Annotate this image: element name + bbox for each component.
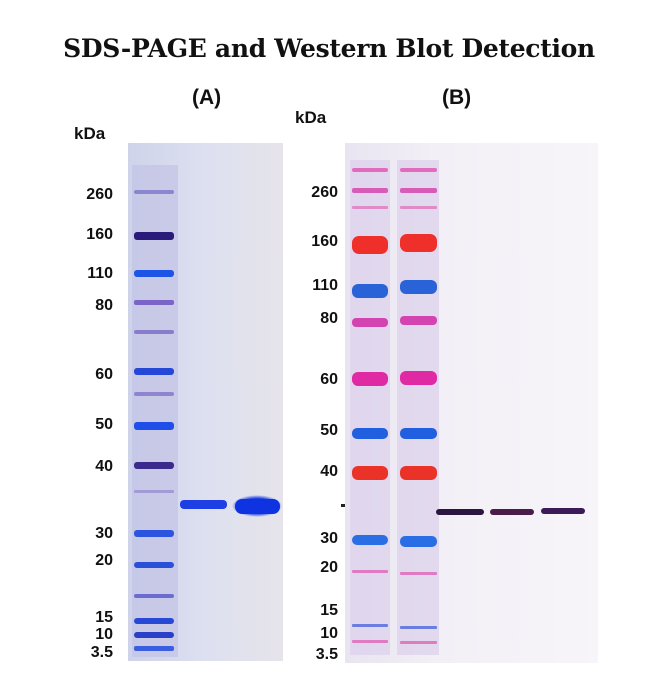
- panel-a-marker-20: 20: [95, 552, 113, 569]
- panel-b-ladder-1-bands: [352, 168, 388, 643]
- panel-a-marker-160: 160: [86, 226, 113, 243]
- panel-a-unit-label: kDa: [74, 124, 106, 143]
- panel-b-ladder-2-bands: [400, 168, 437, 644]
- panel-a-ladder-bands: [134, 190, 174, 651]
- panel-b-lane-2-band: [490, 509, 534, 515]
- panel-a-marker-40: 40: [95, 458, 113, 475]
- panel-b-marker-3-5: 3.5: [315, 646, 338, 663]
- panel-b-marker-260: 260: [311, 184, 338, 201]
- panel-a-marker-50: 50: [95, 416, 113, 433]
- panel-b-marker-80: 80: [320, 310, 338, 327]
- panel-a-marker-30: 30: [95, 525, 113, 542]
- panel-b-marker-40: 40: [320, 463, 338, 480]
- panel-b-ladder-1-smear: [350, 160, 390, 655]
- panel-b-marker-15: 15: [320, 602, 338, 619]
- panel-b-marker-50: 50: [320, 422, 338, 439]
- panel-a-marker-3-5: 3.5: [90, 644, 113, 661]
- panel-b-marker-20: 20: [320, 559, 338, 576]
- panel-a-ladder-smear: [132, 165, 178, 657]
- panel-b-unit-label: kDa: [295, 108, 327, 127]
- panel-a-gel: [128, 143, 283, 661]
- panel-a-marker-60: 60: [95, 366, 113, 383]
- panel-b-marker-60: 60: [320, 371, 338, 388]
- panel-a-marker-80: 80: [95, 297, 113, 314]
- panel-b-marker-10: 10: [320, 625, 338, 642]
- panel-b-tag: (B): [442, 86, 472, 109]
- panel-b-lane-1-band: [436, 509, 484, 515]
- panel-b-lane-3-band: [541, 508, 585, 514]
- panel-a-marker-110: 110: [87, 265, 113, 282]
- panel-b-marker-160: 160: [311, 233, 338, 250]
- panel-a-marker-10: 10: [95, 626, 113, 643]
- panel-b-marker-30: 30: [320, 530, 338, 547]
- panel-a-lane-2-band: [235, 499, 280, 514]
- panel-b-marker-110: 110: [312, 277, 338, 294]
- panel-a-marker-15: 15: [95, 609, 113, 626]
- panel-b-edge-mark: [341, 504, 345, 507]
- panel-a-lane-1-band: [180, 500, 227, 509]
- figure-title: SDS-PAGE and Western Blot Detection: [63, 34, 595, 63]
- panel-b-membrane: [341, 143, 598, 663]
- panel-a-tag: (A): [192, 86, 222, 109]
- panel-a-marker-260: 260: [86, 186, 113, 203]
